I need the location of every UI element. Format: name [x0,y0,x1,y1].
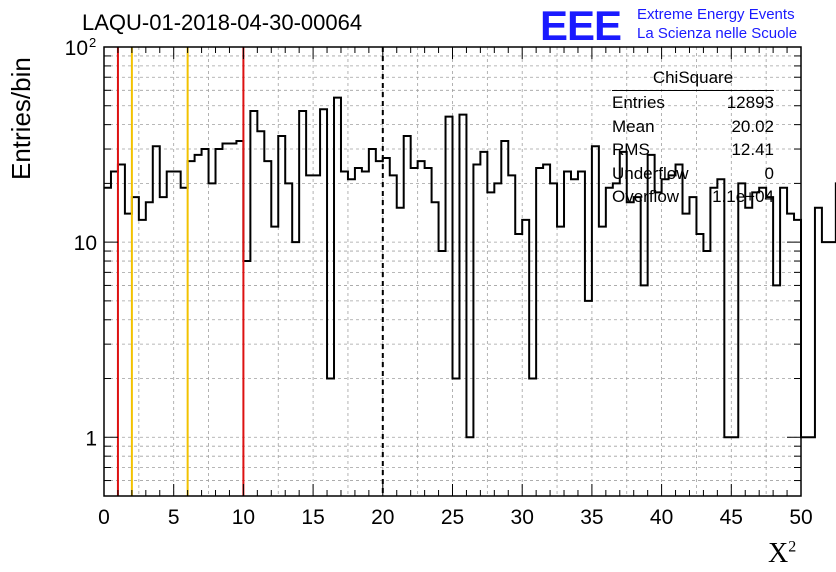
x-tick-label: 20 [371,506,394,529]
x-tick-label: 5 [168,506,180,529]
x-tick-label: 45 [720,506,743,529]
stats-row-underflow: Underflow 0 [612,162,774,186]
x-tick-label: 0 [98,506,110,529]
stats-row-entries: Entries 12893 [612,91,774,115]
stats-value: 1.1e+04 [712,187,774,206]
logo-line-1: Extreme Energy Events [637,6,795,23]
stats-label: Underflow [612,163,689,183]
stats-title: ChiSquare [612,66,774,91]
chart-title: LAQU-01-2018-04-30-00064 [82,10,363,35]
x-tick-label: 30 [511,506,534,529]
x-tick-label: 25 [441,506,464,529]
stats-value: 12.41 [731,140,774,159]
x-axis-label-base: X [768,538,789,569]
logo-line-2: La Scienza nelle Scuole [637,25,798,42]
x-tick-label: 40 [650,506,673,529]
y-tick-label: 10 [74,232,97,255]
stats-label: Overflow [612,187,680,206]
stats-value: 0 [764,163,774,183]
axis-ticks [103,47,802,497]
histogram-line [104,96,836,439]
stats-row-rms: RMS 12.41 [612,138,774,162]
stats-value: 12893 [726,93,774,112]
x-tick-label: 10 [232,506,255,529]
stats-row-mean: Mean 20.02 [612,115,774,139]
histogram-series [104,96,836,439]
y-tick-label-exponent: 2 [89,35,96,50]
x-tick-label: 15 [301,506,324,529]
stats-label: RMS [612,140,650,159]
stats-value: 20.02 [731,116,774,136]
stats-box: ChiSquare Entries 12893 Mean 20.02 RMS 12.4… [612,66,774,209]
y-tick-label: 1 [85,427,97,450]
y-axis-label: Entries/bin [6,57,36,180]
x-axis-label: X2 [768,538,796,570]
stats-label: Entries [612,93,665,112]
x-tick-label: 50 [789,506,812,529]
x-axis-label-sup: 2 [788,538,797,556]
stats-label: Mean [612,116,655,136]
x-tick-label: 35 [580,506,603,529]
reference-lines [116,47,384,496]
stats-row-overflow: Overflow 1.1e+04 [612,185,774,209]
y-tick-label: 10 [65,37,88,60]
eee-logo: EEE [540,2,622,49]
